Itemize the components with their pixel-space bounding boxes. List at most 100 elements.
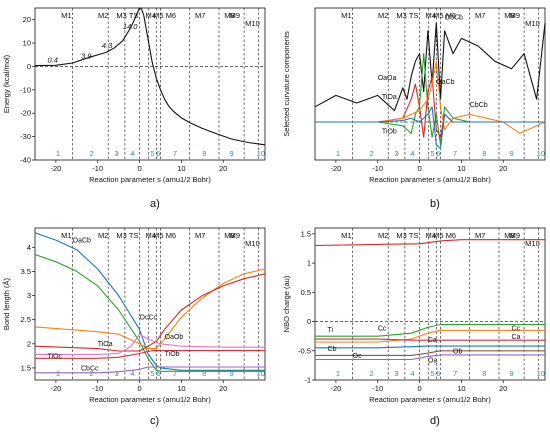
x-tick-label: 10: [457, 384, 465, 393]
region-label-ts: TS: [129, 11, 139, 20]
region-number-5: 5: [150, 369, 154, 378]
x-tick-label: 0: [137, 384, 141, 393]
y-tick-label: 0.5: [301, 288, 311, 297]
annotation-5: ObCb: [445, 14, 463, 21]
y-tick-label: 0: [27, 62, 31, 71]
region-label-m3: M3: [396, 11, 406, 20]
region-label-m5: M5: [153, 11, 163, 20]
region-label-m7: M7: [475, 231, 485, 240]
region-number-6: 6: [156, 149, 160, 158]
region-number-3: 3: [114, 149, 118, 158]
region-number-2: 2: [89, 149, 93, 158]
annotation-1: 0.4: [48, 55, 58, 64]
series-line-4: [34, 273, 266, 352]
region-label-m8: M8: [504, 231, 514, 240]
region-number-7: 7: [453, 149, 457, 158]
annotation-2: TiOa: [98, 341, 113, 348]
y-tick-label: 4: [27, 243, 31, 252]
annotation-4: 14.0: [123, 22, 138, 31]
region-number-2: 2: [369, 149, 373, 158]
region-number-10: 10: [257, 369, 265, 378]
region-label-ts: TS: [409, 231, 419, 240]
annotation-1: OaCb: [436, 79, 454, 86]
region-label-m9: M9: [230, 11, 240, 20]
series-line-4: [315, 60, 546, 134]
series-line-2: [315, 53, 545, 146]
annotation-2: OaOa: [378, 75, 397, 82]
region-label-m10: M10: [245, 239, 260, 248]
region-number-10: 10: [537, 149, 545, 158]
y-axis-label: Bond length (Å): [2, 277, 11, 330]
y-tick-label: 0: [307, 317, 311, 326]
region-label-m7: M7: [195, 11, 205, 20]
region-label-ts: TS: [409, 11, 419, 20]
region-label-m2: M2: [378, 231, 388, 240]
region-label-m3: M3: [396, 231, 406, 240]
annotation-3: TiOc: [48, 353, 63, 360]
plot-frame: [34, 227, 266, 381]
region-number-1: 1: [336, 369, 340, 378]
region-label-m4: M4: [426, 11, 436, 20]
region-label-m8: M8: [224, 231, 234, 240]
annotation-2: 3.9: [81, 51, 92, 60]
region-label-m9: M9: [510, 11, 520, 20]
annotation-8: Cc: [512, 325, 521, 332]
series-line-3: [34, 268, 266, 350]
y-tick-label: -40: [20, 156, 31, 165]
y-tick-label: 2: [27, 339, 31, 348]
panel-label: c): [150, 415, 159, 427]
y-tick-label: 10: [23, 39, 31, 48]
y-tick-label: -20: [20, 109, 31, 118]
x-axis-label: Reaction parameter s (amu1/2 Bohr): [89, 175, 211, 184]
region-number-3: 3: [394, 149, 398, 158]
region-label-m2: M2: [378, 11, 388, 20]
annotation-1: Ti: [328, 327, 334, 334]
region-label-m1: M1: [341, 11, 351, 20]
x-tick-label: 0: [137, 164, 141, 173]
region-number-9: 9: [509, 149, 513, 158]
x-tick-label: -20: [330, 384, 341, 393]
x-tick-label: 0: [417, 164, 421, 173]
x-tick-label: -20: [50, 164, 61, 173]
region-label-m7: M7: [475, 11, 485, 20]
series-line-5: [315, 338, 545, 341]
y-axis-label: Energy (kcal/mol): [2, 54, 11, 113]
region-label-ts: TS: [129, 231, 139, 240]
region-label-m1: M1: [341, 231, 351, 240]
y-tick-label: -0.5: [298, 346, 311, 355]
annotation-3: 4.3: [102, 41, 113, 50]
region-label-m6: M6: [446, 231, 456, 240]
x-tick-label: 20: [499, 164, 507, 173]
series-line-3: [315, 329, 545, 343]
series-line-3: [315, 75, 545, 138]
annotation-9: Ca: [512, 334, 521, 341]
plot-frame: [314, 7, 546, 161]
region-number-10: 10: [537, 369, 545, 378]
y-tick-label: 3.5: [21, 267, 31, 276]
region-label-m2: M2: [98, 11, 108, 20]
y-tick-label: -30: [20, 132, 31, 141]
region-number-5: 5: [430, 149, 434, 158]
series-line-6: [35, 350, 265, 359]
region-number-6: 6: [436, 149, 440, 158]
region-number-4: 4: [130, 369, 134, 378]
region-label-m5: M5: [153, 231, 163, 240]
region-number-2: 2: [89, 369, 93, 378]
y-tick-label: -1: [304, 376, 311, 385]
annotation-6: OaOb: [165, 334, 184, 341]
region-number-9: 9: [229, 369, 233, 378]
region-number-9: 9: [509, 369, 513, 378]
region-label-m5: M5: [433, 11, 443, 20]
annotation-3: TiOa: [382, 94, 397, 101]
region-number-1: 1: [336, 149, 340, 158]
x-tick-label: -10: [372, 384, 383, 393]
region-label-m10: M10: [525, 239, 540, 248]
region-number-8: 8: [482, 149, 486, 158]
region-number-4: 4: [130, 149, 134, 158]
x-tick-label: -10: [92, 384, 103, 393]
panel-label: d): [430, 415, 440, 427]
region-number-4: 4: [410, 149, 414, 158]
x-tick-label: -20: [50, 384, 61, 393]
